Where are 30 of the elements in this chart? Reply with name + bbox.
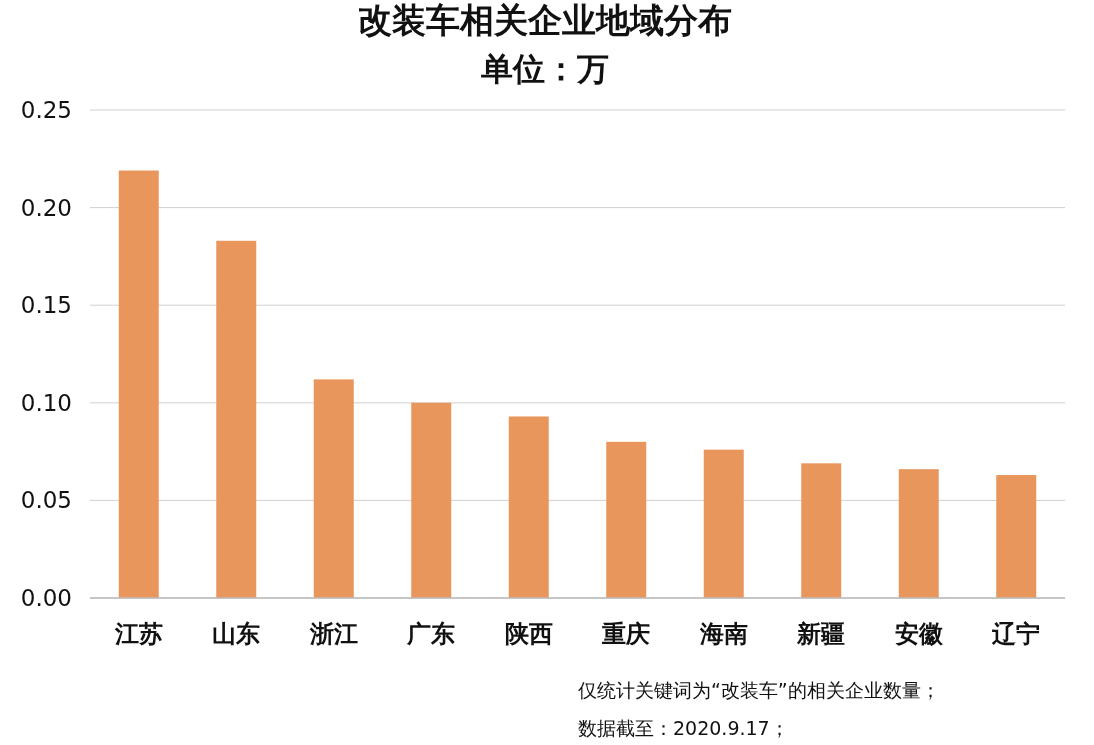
x-tick-label: 重庆: [601, 620, 651, 648]
y-tick-label: 0.20: [20, 194, 72, 221]
y-tick-label: 0.15: [20, 292, 72, 319]
y-tick-label: 0.10: [20, 389, 72, 416]
text: 数据截至：2020.9.17；: [578, 717, 789, 739]
x-tick-label: 浙江: [308, 620, 358, 648]
x-tick-label: 陕西: [504, 620, 553, 648]
bar: [508, 416, 549, 598]
chart-title: 改装车相关企业地域分布: [358, 0, 732, 40]
x-tick-label: 江苏: [113, 620, 163, 648]
bar: [118, 170, 159, 598]
bar: [996, 475, 1037, 598]
x-tick-label: 广东: [406, 620, 456, 648]
bar: [898, 469, 939, 598]
bar: [801, 463, 842, 598]
x-tick-label: 新疆: [796, 620, 846, 648]
text: 仅统计关键词为“改装车”的相关企业数量；: [578, 679, 940, 701]
bar: [313, 379, 354, 598]
x-tick-label: 安徽: [894, 620, 944, 648]
y-tick-label: 0.05: [20, 487, 72, 514]
x-tick-label: 山东: [212, 620, 261, 648]
bar: [411, 402, 452, 598]
y-tick-label: 0.25: [20, 97, 72, 123]
x-tick-label: 海南: [698, 620, 748, 648]
y-tick-label: 0.00: [20, 585, 72, 611]
bar: [703, 449, 744, 598]
chart-subtitle: 单位：万: [480, 50, 609, 88]
bar: [606, 441, 647, 598]
bar: [216, 240, 257, 598]
x-tick-label: 辽宁: [991, 620, 1041, 648]
